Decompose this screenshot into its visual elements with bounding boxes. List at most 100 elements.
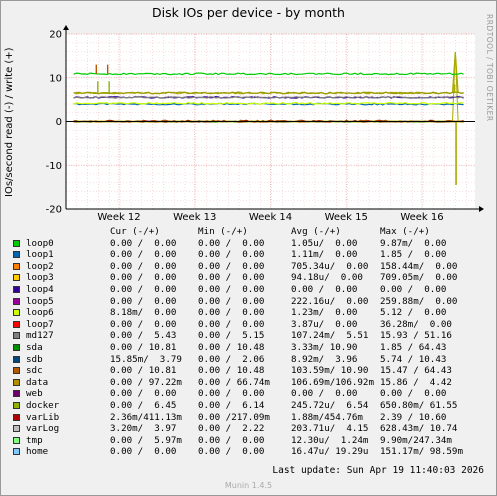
- y-tick-label: 0: [56, 117, 62, 128]
- legend-swatch: [13, 390, 20, 398]
- y-tick-label: 20: [49, 30, 62, 41]
- legend-cur: 8.18m/ 0.00: [110, 307, 177, 319]
- legend-row: data 0.00 / 97.22m 0.00 / 66.74m 106.69m/10…: [10, 377, 452, 389]
- legend-row: loop4 0.00 / 0.00 0.00 / 0.00 0.00 / 0.00 0.…: [10, 284, 446, 296]
- x-tick-label: Week 13: [173, 212, 216, 223]
- legend-cur: 0.00 / 10.81: [110, 341, 177, 353]
- legend-head-cur: Cur (-/+): [110, 226, 160, 237]
- legend-avg: 0.00 / 0.00: [291, 388, 358, 400]
- legend-swatch: [13, 262, 20, 270]
- legend-cur: 0.00 / 0.00: [110, 446, 177, 458]
- legend-max: 9.87m/ 0.00: [380, 237, 447, 249]
- legend-row: loop0 0.00 / 0.00 0.00 / 0.00 1.05u/ 0.00 9.…: [10, 238, 446, 250]
- legend-avg: 0.00 / 0.00: [291, 283, 358, 295]
- legend-min: 0.00 / 2.06: [198, 353, 265, 365]
- legend-swatch: [13, 413, 20, 421]
- y-tick-label: 10: [49, 73, 62, 84]
- legend-min: 0.00 / 2.22: [198, 423, 265, 435]
- legend-name: sda: [26, 341, 43, 353]
- legend-min: 0.00 / 0.00: [198, 446, 265, 458]
- legend-name: loop0: [26, 237, 54, 249]
- legend-row: web 0.00 / 0.00 0.00 / 0.00 0.00 / 0.00 0.00…: [10, 388, 446, 400]
- legend-swatch: [13, 425, 20, 433]
- legend-name: varLib: [26, 411, 60, 423]
- legend-name: loop1: [26, 249, 54, 261]
- legend-cur: 0.00 / 0.00: [110, 260, 177, 272]
- series-line-write-docker: [73, 91, 464, 95]
- legend-cur: 0.00 / 97.22m: [110, 376, 182, 388]
- legend-avg: 12.30u/ 1.24m: [291, 434, 369, 446]
- series-line-write-sda: [73, 72, 464, 76]
- legend-swatch: [13, 367, 20, 375]
- legend-swatch: [13, 355, 20, 363]
- legend-max: 15.93 / 51.16: [380, 330, 452, 342]
- x-tick-label: Week 15: [325, 212, 368, 223]
- legend-row: loop5 0.00 / 0.00 0.00 / 0.00 222.16u/ 0.00…: [10, 296, 457, 308]
- legend-min: 0.00 / 0.00: [198, 295, 265, 307]
- legend-min: 0.00 / 6.14: [198, 399, 265, 411]
- legend-swatch: [13, 378, 20, 386]
- legend-avg: 1.11m/ 0.00: [291, 249, 358, 261]
- legend-row: sda 0.00 / 10.81 0.00 / 10.48 3.33m/ 10.90 1…: [10, 342, 446, 354]
- legend-row: loop2 0.00 / 0.00 0.00 / 0.00 705.34u/ 0.00…: [10, 261, 457, 273]
- legend-swatch: [13, 239, 20, 247]
- legend-min: 0.00 / 0.00: [198, 318, 265, 330]
- legend-row: varLog 3.20m/ 3.97 0.00 / 2.22 203.71u/ 4.1…: [10, 423, 457, 435]
- rrdtool-credit: RRDTOOL / TOBI OETIKER: [485, 14, 494, 122]
- legend-name: md127: [26, 330, 54, 342]
- legend-avg: 705.34u/ 0.00: [291, 260, 369, 272]
- legend-avg: 94.18u/ 0.00: [291, 272, 363, 284]
- legend-avg: 1.88m/454.76m: [291, 411, 363, 423]
- legend-min: 0.00 / 0.00: [198, 272, 265, 284]
- legend-cur: 0.00 / 0.00: [110, 237, 177, 249]
- y-tick-label: -20: [46, 205, 62, 216]
- legend-name: loop5: [26, 295, 54, 307]
- x-tick-label: Week 16: [400, 212, 443, 223]
- legend-name: docker: [26, 399, 60, 411]
- series-line-write-sdb: [73, 102, 464, 106]
- legend-swatch: [13, 251, 20, 259]
- series-line-write-md127: [73, 95, 464, 99]
- legend-table: Cur (-/+) Min (-/+) Avg (-/+) Max (-/+) …: [10, 226, 463, 458]
- legend-swatch: [13, 448, 20, 456]
- legend-max: 15.47 / 64.43: [380, 365, 452, 377]
- legend-name: sdc: [26, 365, 43, 377]
- legend-avg: 103.59m/ 10.90: [291, 365, 369, 377]
- legend-row: md127 0.00 / 5.43 0.00 / 5.15 107.24m/ 5.51…: [10, 330, 452, 342]
- legend-max: 259.88m/ 0.00: [380, 295, 458, 307]
- x-tick-label: Week 14: [249, 212, 292, 223]
- legend-swatch: [13, 332, 20, 340]
- legend-name: loop7: [26, 318, 54, 330]
- munin-version-text: Munin 1.4.5: [224, 481, 273, 490]
- x-axis-arrow: [479, 206, 484, 212]
- legend-row: home 0.00 / 0.00 0.00 / 0.00 16.47u/ 19.29u…: [10, 446, 463, 458]
- legend-max: 15.86 / 4.42: [380, 376, 452, 388]
- legend-min: 0.00 / 0.00: [198, 307, 265, 319]
- legend-row: tmp 0.00 / 5.97m 0.00 / 0.00 12.30u/ 1.24m 9…: [10, 435, 452, 447]
- legend-avg: 107.24m/ 5.51: [291, 330, 369, 342]
- legend-avg: 1.23m/ 0.00: [291, 307, 358, 319]
- legend-avg: 222.16u/ 0.00: [291, 295, 369, 307]
- legend-row: loop6 8.18m/ 0.00 0.00 / 0.00 1.23m/ 0.00 5.…: [10, 307, 446, 319]
- legend-avg: 3.87u/ 0.00: [291, 318, 358, 330]
- legend-avg: 8.92m/ 3.96: [291, 353, 358, 365]
- x-tick-label: Week 12: [97, 212, 140, 223]
- legend-head-avg: Avg (-/+): [291, 226, 341, 237]
- legend-row: loop3 0.00 / 0.00 0.00 / 0.00 94.18u/ 0.00 7…: [10, 272, 457, 284]
- legend-row: loop7 0.00 / 0.00 0.00 / 0.00 3.87u/ 0.00 36…: [10, 319, 452, 331]
- legend-min: 0.00 / 10.48: [198, 341, 265, 353]
- legend-min: 0.00 / 66.74m: [198, 376, 270, 388]
- legend-swatch: [13, 297, 20, 305]
- legend-min: 0.00 /217.09m: [198, 411, 270, 423]
- legend-avg: 16.47u/ 19.29u: [291, 446, 369, 458]
- legend-cur: 0.00 / 6.45: [110, 399, 177, 411]
- legend-header: Cur (-/+) Min (-/+) Avg (-/+) Max (-/+): [10, 226, 430, 238]
- legend-rows: loop0 0.00 / 0.00 0.00 / 0.00 1.05u/ 0.00 9.…: [10, 238, 463, 458]
- y-tick-label: -10: [46, 161, 62, 172]
- legend-cur: 0.00 / 10.81: [110, 365, 177, 377]
- legend-min: 0.00 / 0.00: [198, 434, 265, 446]
- legend-min: 0.00 / 10.48: [198, 365, 265, 377]
- legend-max: 650.80m/ 61.55: [380, 399, 458, 411]
- legend-cur: 0.00 / 5.43: [110, 330, 177, 342]
- legend-swatch: [13, 320, 20, 328]
